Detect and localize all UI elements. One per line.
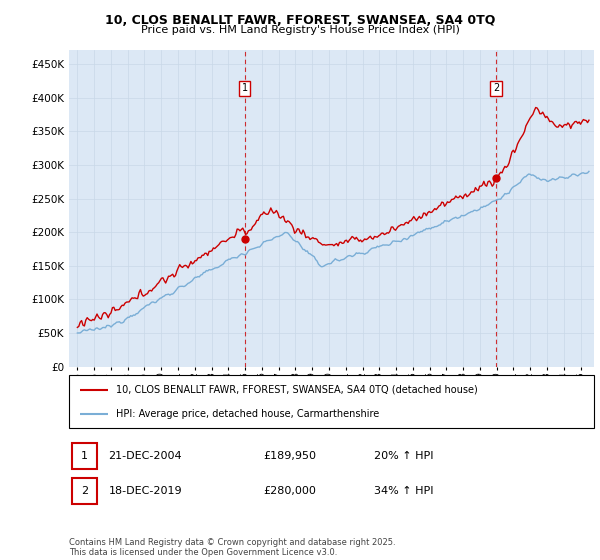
Text: 34% ↑ HPI: 34% ↑ HPI	[373, 486, 433, 496]
Text: 1: 1	[242, 83, 248, 94]
Bar	[71, 443, 97, 469]
Text: 10, CLOS BENALLT FAWR, FFOREST, SWANSEA, SA4 0TQ: 10, CLOS BENALLT FAWR, FFOREST, SWANSEA,…	[105, 14, 495, 27]
Bar	[71, 478, 97, 503]
Text: 18-DEC-2019: 18-DEC-2019	[109, 486, 182, 496]
Text: Contains HM Land Registry data © Crown copyright and database right 2025.
This d: Contains HM Land Registry data © Crown c…	[69, 538, 395, 557]
Text: 20% ↑ HPI: 20% ↑ HPI	[373, 451, 433, 461]
Text: Price paid vs. HM Land Registry's House Price Index (HPI): Price paid vs. HM Land Registry's House …	[140, 25, 460, 35]
Text: 2: 2	[493, 83, 499, 94]
Text: HPI: Average price, detached house, Carmarthenshire: HPI: Average price, detached house, Carm…	[116, 409, 380, 419]
Text: £280,000: £280,000	[263, 486, 316, 496]
Text: £189,950: £189,950	[263, 451, 316, 461]
Text: 10, CLOS BENALLT FAWR, FFOREST, SWANSEA, SA4 0TQ (detached house): 10, CLOS BENALLT FAWR, FFOREST, SWANSEA,…	[116, 385, 478, 395]
Text: 2: 2	[80, 486, 88, 496]
Text: 21-DEC-2004: 21-DEC-2004	[109, 451, 182, 461]
Text: 1: 1	[81, 451, 88, 461]
